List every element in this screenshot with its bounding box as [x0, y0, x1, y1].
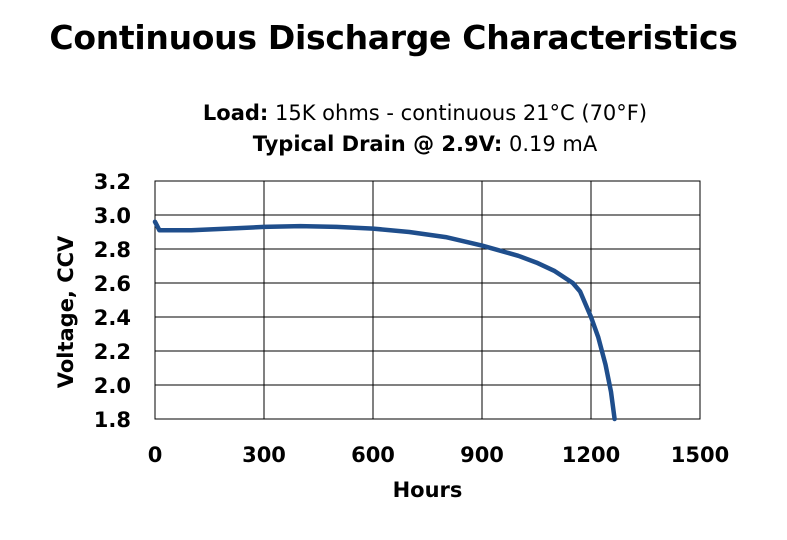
- drain-label: Typical Drain @ 2.9V:: [252, 132, 503, 156]
- chart-grid: [154, 180, 701, 420]
- series-line: [152, 219, 617, 422]
- y-axis-label: Voltage, CCV: [54, 235, 78, 388]
- y-tick-label: 2.8: [94, 238, 131, 262]
- x-tick-label: 600: [351, 443, 395, 467]
- y-tick-label: 2.2: [94, 340, 131, 364]
- plot-area-border: [154, 180, 701, 420]
- y-tick-label: 3.2: [94, 170, 131, 194]
- y-tick-label: 3.0: [94, 204, 131, 228]
- chart-subtitle-load: Load: 15K ohms - continuous 21°C (70°F): [150, 101, 700, 125]
- x-tick-label: 900: [460, 443, 504, 467]
- x-tick-label: 1200: [562, 443, 620, 467]
- load-label: Load:: [202, 101, 269, 125]
- load-value: 15K ohms - continuous 21°C (70°F): [268, 101, 648, 125]
- x-tick-label: 300: [242, 443, 286, 467]
- x-tick-label: 0: [148, 443, 163, 467]
- chart-title: Continuous Discharge Characteristics: [49, 18, 738, 57]
- y-tick-label: 2.0: [94, 374, 131, 398]
- y-tick-label: 2.4: [94, 306, 131, 330]
- drain-value: 0.19 mA: [502, 132, 598, 156]
- x-tick-label: 1500: [671, 443, 729, 467]
- y-tick-label: 2.6: [94, 272, 131, 296]
- x-axis-ticks: 0 300 600 900 1200 1500: [148, 443, 730, 467]
- chart-subtitle-drain: Typical Drain @ 2.9V: 0.19 mA: [150, 132, 700, 156]
- y-axis-ticks: 3.2 3.0 2.8 2.6 2.4 2.2 2.0 1.8: [94, 170, 131, 432]
- y-tick-label: 1.8: [94, 408, 131, 432]
- x-axis-label: Hours: [393, 478, 463, 502]
